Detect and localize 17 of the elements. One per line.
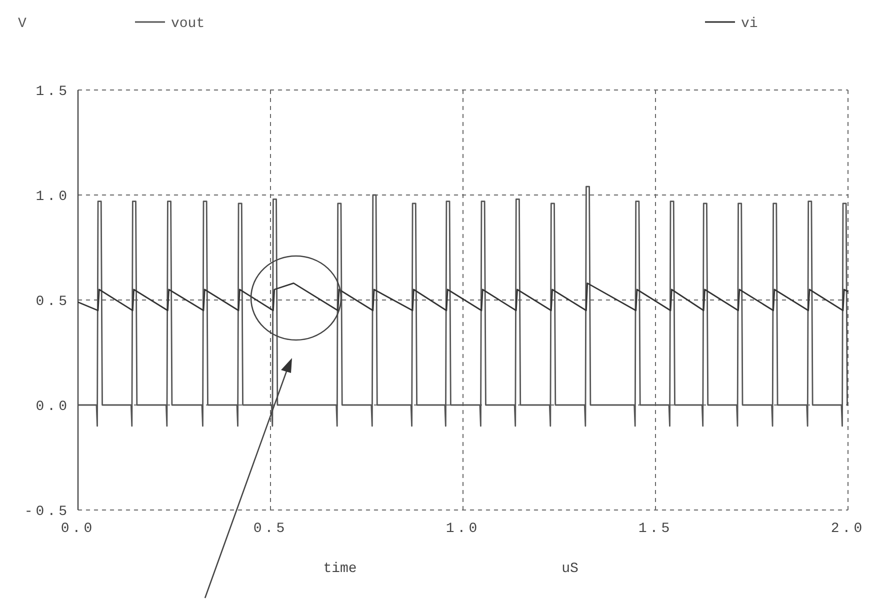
legend-label: vi bbox=[741, 16, 758, 32]
y-tick-label: 0.5 bbox=[36, 294, 70, 310]
legend-label: vout bbox=[171, 16, 205, 32]
x-tick-label: 0.5 bbox=[253, 521, 288, 537]
line-series bbox=[77, 282, 849, 312]
y-tick-label: 0.0 bbox=[36, 398, 70, 415]
y-tick-label: 1.0 bbox=[36, 188, 70, 205]
line-series bbox=[77, 186, 849, 427]
y-tick-label: 1.5 bbox=[36, 84, 70, 100]
y-tick-label: -0.5 bbox=[24, 504, 70, 520]
y-axis-title: V bbox=[18, 16, 27, 32]
x-tick-label: 0.0 bbox=[60, 521, 96, 537]
x-tick-label: 2.0 bbox=[830, 521, 866, 537]
x-tick-label: 1.0 bbox=[446, 521, 480, 537]
text: uS bbox=[562, 561, 578, 577]
x-axis-title: time bbox=[323, 561, 357, 577]
x-tick-label: 1.5 bbox=[638, 521, 673, 537]
